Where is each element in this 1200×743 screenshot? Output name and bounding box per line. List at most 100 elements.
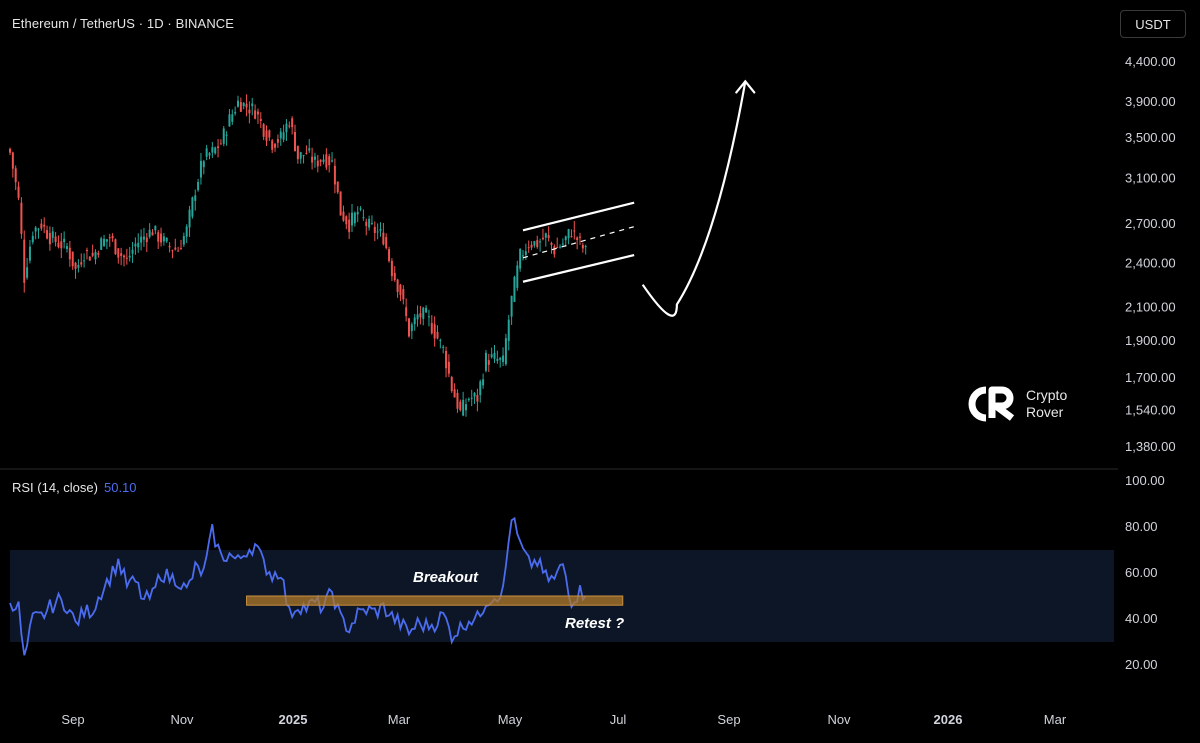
time-tick-label: Mar [1044, 712, 1067, 727]
candle [28, 240, 31, 264]
candle [114, 238, 117, 255]
candle [251, 97, 254, 116]
candle [160, 227, 163, 247]
logo-line2: Rover [1026, 404, 1064, 420]
candle [484, 349, 487, 373]
candle [137, 233, 140, 253]
candle [74, 261, 77, 279]
price-tick-label: 2,400.00 [1125, 255, 1176, 270]
candle [325, 148, 328, 171]
candle [9, 147, 11, 156]
candle [140, 229, 143, 251]
candle [390, 258, 393, 282]
candle [519, 248, 522, 272]
candle [499, 356, 502, 368]
candle [430, 315, 433, 335]
channel-lower-line[interactable] [522, 253, 635, 283]
candle [214, 146, 217, 155]
candle [219, 139, 222, 145]
candle [302, 154, 305, 164]
candle [427, 309, 430, 327]
candle [276, 134, 279, 148]
rsi-tick-label: 100.00 [1125, 473, 1165, 488]
candle [473, 392, 476, 404]
candle [405, 298, 408, 322]
candle [31, 231, 34, 245]
candle [83, 253, 86, 268]
candle [413, 314, 416, 331]
candle [356, 206, 359, 223]
candle [345, 215, 348, 230]
candle [211, 141, 214, 158]
candle [103, 234, 106, 247]
candle [308, 139, 311, 153]
candle [191, 196, 194, 219]
candle [157, 229, 160, 249]
candle [370, 215, 373, 226]
candle [285, 119, 288, 141]
rsi-tick-label: 40.00 [1125, 611, 1158, 626]
candle [194, 189, 197, 211]
candle [487, 353, 490, 372]
candle [294, 124, 296, 152]
candle [296, 145, 299, 164]
projection-arrow[interactable] [641, 81, 747, 317]
candle [185, 224, 188, 244]
candle [199, 153, 202, 185]
candle [516, 260, 519, 291]
crypto-rover-logo: Crypto Rover [968, 386, 1067, 422]
candle [316, 154, 319, 173]
channel-upper-line[interactable] [522, 201, 635, 232]
time-tick-label: 2026 [934, 712, 963, 727]
candle [225, 131, 228, 146]
candle [396, 278, 399, 298]
candle [134, 237, 137, 255]
candle [162, 232, 165, 246]
candle [34, 225, 37, 240]
candle [328, 153, 331, 173]
rsi-tick-label: 60.00 [1125, 565, 1158, 580]
candle [507, 314, 510, 351]
candle [393, 266, 396, 282]
candle [567, 228, 570, 245]
candle [450, 375, 453, 393]
candle [268, 129, 271, 142]
currency-selector[interactable]: USDT [1120, 10, 1186, 38]
candle [462, 391, 465, 417]
candle [373, 221, 376, 242]
candle [54, 232, 57, 247]
candle [23, 230, 26, 293]
candle [348, 212, 351, 240]
candle [313, 152, 316, 168]
candle [148, 223, 151, 239]
support-zone[interactable] [246, 595, 624, 606]
candle [536, 235, 539, 249]
candle [66, 242, 68, 253]
candle [311, 147, 314, 170]
candle [470, 389, 473, 407]
candle [248, 101, 251, 124]
time-tick-label: Nov [170, 712, 194, 727]
rsi-legend-label: RSI (14, close) [12, 480, 98, 495]
candle [239, 97, 242, 112]
candle [262, 123, 265, 141]
candle [202, 159, 205, 175]
candle [91, 244, 94, 258]
candle [265, 125, 268, 147]
time-tick-label: 2025 [279, 712, 308, 727]
candle [63, 231, 66, 249]
candle [368, 215, 371, 231]
candle [331, 152, 334, 163]
candle [57, 235, 60, 249]
candle [385, 233, 388, 250]
candle [351, 204, 353, 233]
candle [151, 229, 154, 236]
price-tick-label: 2,700.00 [1125, 216, 1176, 231]
candle [26, 257, 29, 280]
candle [165, 237, 168, 244]
candle [581, 242, 584, 253]
price-tick-label: 3,500.00 [1125, 130, 1176, 145]
price-tick-label: 2,100.00 [1125, 300, 1176, 315]
candle [579, 232, 581, 245]
